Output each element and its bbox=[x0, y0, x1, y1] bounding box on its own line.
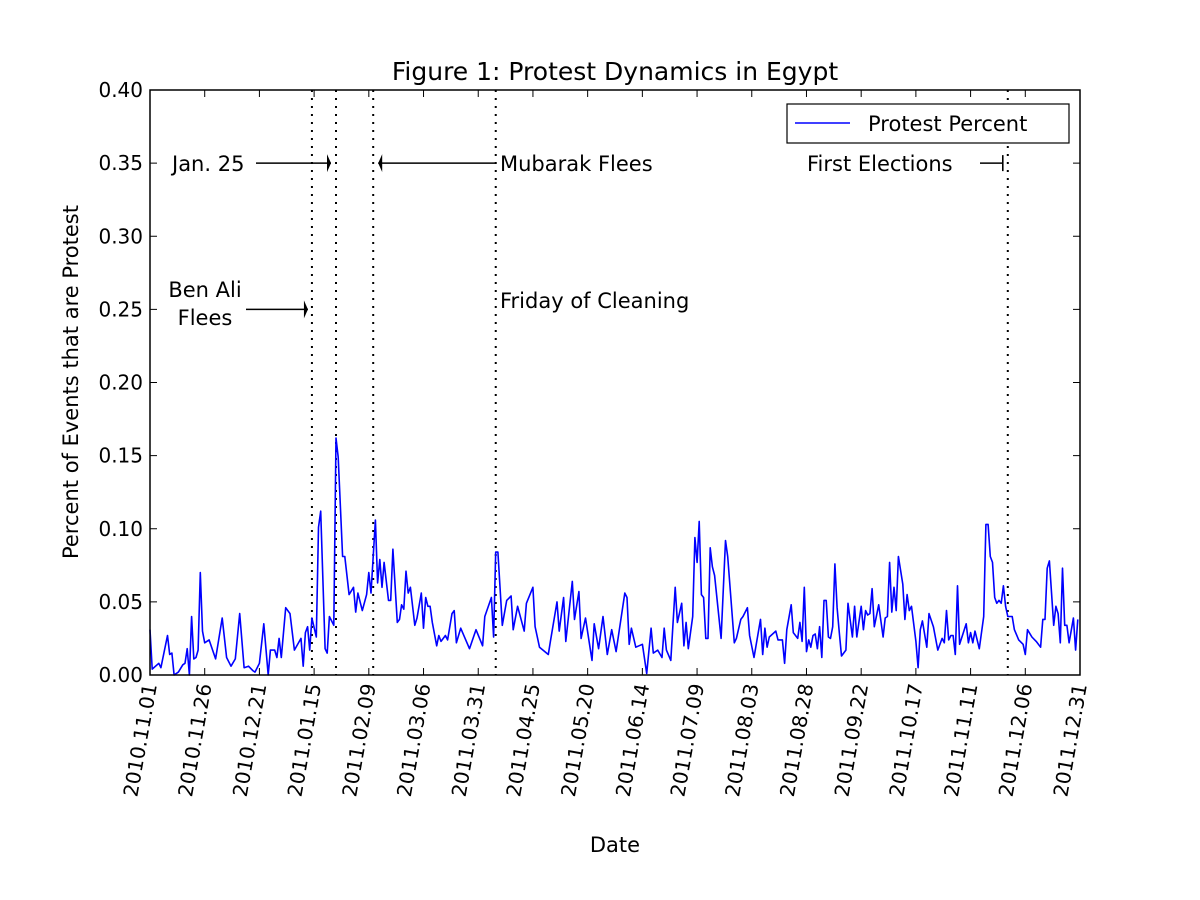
x-axis-label: Date bbox=[590, 833, 640, 857]
x-tick-label: 2011.08.28 bbox=[775, 682, 819, 799]
x-tick-label: 2011.03.06 bbox=[392, 682, 436, 799]
x-tick-label: 2011.12.31 bbox=[1048, 682, 1092, 799]
event-label: Mubarak Flees bbox=[500, 152, 653, 176]
y-tick-label: 0.40 bbox=[98, 78, 143, 102]
x-tick-label: 2010.12.21 bbox=[228, 682, 272, 799]
legend-label-protest-percent: Protest Percent bbox=[868, 112, 1027, 136]
y-tick-label: 0.35 bbox=[98, 151, 143, 175]
y-tick-label: 0.20 bbox=[98, 371, 143, 395]
annotations: Ben Ali Flees Jan. 25 Mubarak Flees Friday o… bbox=[168, 152, 1004, 330]
y-tick-label: 0.30 bbox=[98, 224, 143, 248]
event-label: First Elections bbox=[807, 152, 953, 176]
arrowhead-icon bbox=[303, 300, 308, 319]
y-tick-label: 0.05 bbox=[98, 590, 143, 614]
series-line-protest-percent bbox=[149, 437, 1079, 676]
x-tick-label: 2011.02.09 bbox=[337, 682, 381, 799]
x-tick-label: 2011.06.14 bbox=[611, 682, 655, 799]
legend: Protest Percent bbox=[786, 103, 1070, 144]
x-tick-label: 2011.01.15 bbox=[283, 682, 327, 799]
series-group bbox=[149, 437, 1079, 676]
y-tick-label: 0.15 bbox=[98, 444, 143, 468]
y-tick-label: 0.25 bbox=[98, 297, 143, 321]
event-label: Ben Ali bbox=[168, 278, 241, 302]
x-tick-label: 2011.10.17 bbox=[884, 682, 928, 799]
x-tick-label: 2010.11.26 bbox=[173, 682, 217, 799]
axis-ticks: 2010.11.01 2010.11.26 2010.12.21 2011.01.15… bbox=[98, 78, 1091, 799]
x-tick-label: 2011.08.03 bbox=[720, 682, 764, 799]
x-tick-label: 2011.04.25 bbox=[501, 682, 545, 799]
x-tick-label: 2010.11.01 bbox=[118, 682, 162, 799]
event-label: Friday of Cleaning bbox=[500, 289, 689, 313]
y-tick-label: 0.10 bbox=[98, 517, 143, 541]
plot-frame bbox=[149, 89, 1081, 676]
event-lines bbox=[310, 90, 1009, 675]
arrowhead-icon bbox=[378, 154, 383, 173]
event-label: Flees bbox=[178, 306, 233, 330]
x-tick-label: 2011.09.22 bbox=[830, 682, 874, 799]
x-tick-label: 2011.07.09 bbox=[665, 682, 709, 799]
x-tick-label: 2011.12.06 bbox=[994, 682, 1038, 799]
y-tick-label: 0.00 bbox=[98, 663, 143, 687]
event-label: Jan. 25 bbox=[170, 152, 244, 176]
y-axis-label: Percent of Events that are Protest bbox=[59, 205, 83, 559]
arrowhead-icon bbox=[327, 154, 331, 173]
chart-title: Figure 1: Protest Dynamics in Egypt bbox=[392, 57, 838, 86]
x-tick-label: 2011.11.11 bbox=[939, 682, 983, 799]
x-tick-label: 2011.03.31 bbox=[447, 682, 491, 799]
x-tick-label: 2011.05.20 bbox=[556, 682, 600, 799]
